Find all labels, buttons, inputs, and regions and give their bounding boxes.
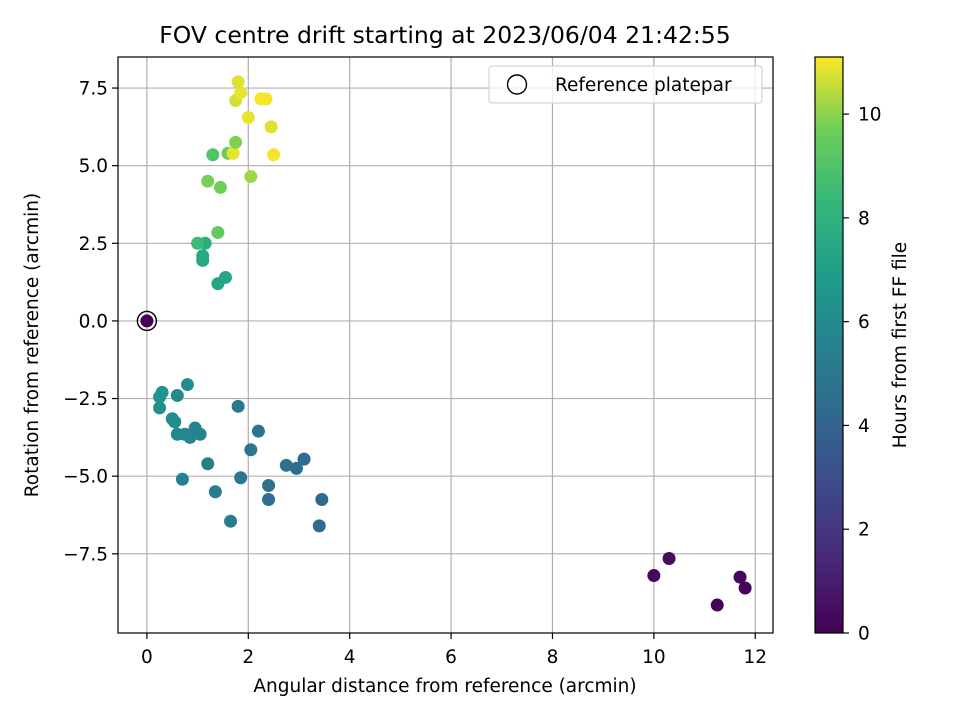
data-point <box>738 581 752 595</box>
data-point <box>733 570 747 584</box>
colorbar <box>814 56 844 634</box>
data-point <box>196 249 210 263</box>
legend: Reference platepar <box>488 65 763 104</box>
chart-title: FOV centre drift starting at 2023/06/04 … <box>159 21 730 49</box>
x-axis-ticks: 0 2 4 6 8 10 12 <box>141 633 767 668</box>
x-axis-label: Angular distance from reference (arcmin) <box>253 676 636 697</box>
data-point <box>244 443 258 457</box>
data-point <box>229 135 243 149</box>
data-point <box>201 174 215 188</box>
data-point <box>206 148 220 162</box>
data-point <box>153 401 167 415</box>
data-point <box>218 270 232 284</box>
data-point <box>251 424 265 438</box>
legend-box <box>488 65 763 104</box>
colorbar-tick-label: 0 <box>858 624 870 645</box>
colorbar-label: Hours from first FF file <box>890 242 911 448</box>
x-tick-label: 4 <box>344 647 356 668</box>
data-point <box>224 514 238 528</box>
data-point <box>315 492 329 506</box>
data-point <box>262 479 276 493</box>
legend-marker <box>506 74 528 95</box>
data-point <box>140 314 154 328</box>
x-tick-label: 0 <box>141 647 153 668</box>
grid <box>118 57 773 633</box>
data-point <box>231 399 245 413</box>
y-tick-label: 5.0 <box>79 156 108 177</box>
y-tick-label: −7.5 <box>63 544 108 565</box>
data-points <box>136 75 752 612</box>
y-tick-label: 0.0 <box>79 311 108 332</box>
data-point <box>264 120 278 134</box>
data-point <box>211 225 225 239</box>
data-point <box>180 378 194 392</box>
data-point <box>208 485 222 499</box>
data-point <box>170 427 184 441</box>
x-tick-label: 12 <box>743 647 767 668</box>
colorbar-ticks: 0 2 4 6 8 10 <box>843 105 882 645</box>
y-tick-label: −5.0 <box>63 467 108 488</box>
x-tick-label: 10 <box>642 647 666 668</box>
x-tick-label: 8 <box>547 647 559 668</box>
data-point <box>155 385 169 399</box>
data-point <box>647 569 661 583</box>
y-axis-label: Rotation from reference (arcmin) <box>22 193 43 497</box>
colorbar-tick-label: 6 <box>858 312 870 333</box>
data-point <box>175 472 189 486</box>
data-point <box>662 551 676 565</box>
data-point <box>312 519 326 533</box>
colorbar-tick-label: 10 <box>858 105 882 126</box>
legend-label: Reference platepar <box>555 75 732 96</box>
y-tick-label: 7.5 <box>79 79 108 100</box>
x-tick-label: 6 <box>445 647 457 668</box>
data-point <box>234 86 248 100</box>
y-tick-label: −2.5 <box>63 389 108 410</box>
reference-platepar-marker <box>136 310 158 332</box>
data-point <box>241 111 255 125</box>
x-tick-label: 2 <box>242 647 254 668</box>
y-axis-ticks: −7.5 −5.0 −2.5 0.0 2.5 5.0 7.5 <box>63 79 118 565</box>
data-point <box>267 148 281 162</box>
colorbar-tick-label: 8 <box>858 208 870 229</box>
data-point <box>213 180 227 194</box>
y-tick-label: 2.5 <box>79 234 108 255</box>
colorbar-tick-label: 2 <box>858 520 870 541</box>
data-point <box>191 236 205 250</box>
data-point <box>262 492 276 506</box>
data-point <box>234 471 248 485</box>
data-point <box>231 75 245 89</box>
data-point <box>259 92 273 106</box>
plot-frame <box>117 56 774 634</box>
data-point <box>170 388 184 402</box>
data-point <box>710 598 724 612</box>
data-point <box>279 458 293 472</box>
data-point <box>168 415 182 429</box>
data-point <box>297 452 311 466</box>
data-point <box>226 146 240 160</box>
colorbar-tick-label: 4 <box>858 416 870 437</box>
data-point <box>289 461 303 475</box>
data-point <box>201 457 215 471</box>
data-point <box>244 170 258 184</box>
